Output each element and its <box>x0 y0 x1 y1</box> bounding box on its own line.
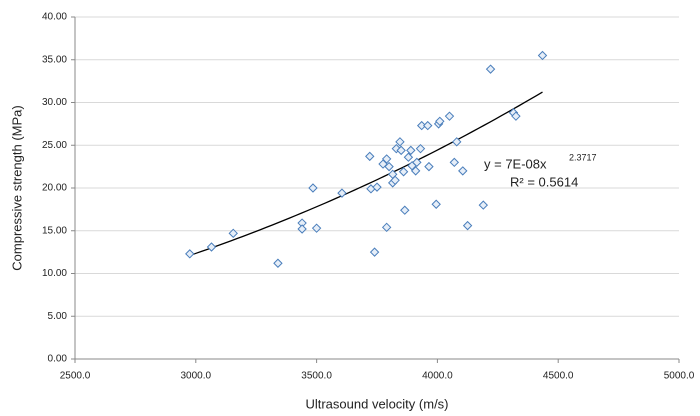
data-point <box>444 111 455 121</box>
data-point <box>511 111 521 121</box>
data-point <box>365 151 375 162</box>
data-point <box>185 249 195 259</box>
data-point <box>381 222 392 233</box>
data-point <box>406 145 416 156</box>
y-tick-label: 30.00 <box>42 97 67 108</box>
data-point <box>423 120 433 131</box>
data-point <box>228 228 238 239</box>
trendline <box>189 91 543 257</box>
data-point <box>400 205 410 215</box>
data-point <box>206 242 217 252</box>
y-tick-label: 25.00 <box>42 140 67 151</box>
data-point <box>308 183 318 193</box>
data-point <box>396 145 406 156</box>
y-axis-title: Compressive strength (MPa) <box>9 105 24 270</box>
y-tick-label: 15.00 <box>42 225 67 236</box>
data-point <box>297 224 307 234</box>
y-tick-label: 40.00 <box>42 12 67 23</box>
data-point <box>372 182 382 192</box>
y-tick-label: 5.00 <box>48 311 68 322</box>
trendline-exponent: 2.3717 <box>569 152 597 162</box>
data-point <box>395 137 405 147</box>
x-tick-label: 2500.0 <box>60 371 91 382</box>
y-tick-label: 20.00 <box>42 183 67 194</box>
data-point <box>337 188 347 198</box>
y-tick-label: 0.00 <box>48 354 68 365</box>
y-tick-label: 10.00 <box>42 268 67 279</box>
data-point <box>431 199 441 209</box>
data-point <box>415 143 426 154</box>
x-axis-title: Ultrasound velocity (m/s) <box>305 396 448 411</box>
x-tick-label: 4500.0 <box>543 371 574 382</box>
data-point <box>410 166 421 176</box>
x-tick-label: 3000.0 <box>181 371 212 382</box>
data-point <box>435 116 445 127</box>
data-point <box>449 157 460 168</box>
data-point <box>452 137 462 147</box>
data-point <box>273 258 283 268</box>
data-point <box>478 200 489 210</box>
x-tick-label: 5000.0 <box>664 371 695 382</box>
data-point <box>403 152 414 162</box>
data-point <box>381 154 392 164</box>
data-point <box>369 247 380 257</box>
data-point <box>462 220 473 231</box>
x-tick-label: 4000.0 <box>422 371 453 382</box>
data-point <box>424 161 434 172</box>
data-point <box>537 50 548 61</box>
data-point <box>311 223 322 233</box>
trendline-r-squared: R² = 0.5614 <box>510 174 578 189</box>
data-point <box>390 175 400 186</box>
data-point <box>485 64 496 74</box>
trendline-equation: y = 7E-08x <box>484 156 547 171</box>
data-point <box>384 161 394 172</box>
y-tick-label: 35.00 <box>42 54 67 65</box>
data-point <box>412 157 422 168</box>
data-point <box>458 166 468 176</box>
x-tick-label: 3500.0 <box>301 371 332 382</box>
data-point <box>398 167 409 177</box>
